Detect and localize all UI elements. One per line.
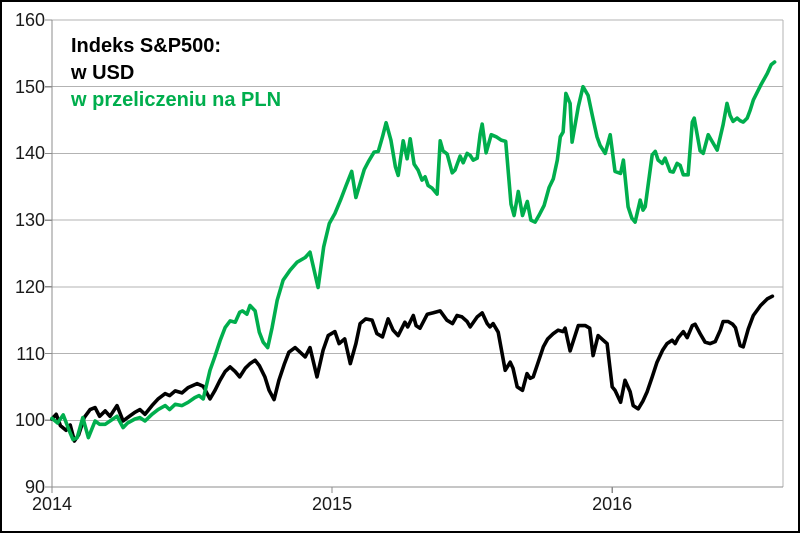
- y-axis-label-150: 150: [14, 76, 45, 97]
- y-axis-label-90: 90: [24, 477, 45, 497]
- y-axis-label-110: 110: [16, 343, 45, 364]
- chart-title: Indeks S&P500:: [71, 35, 222, 57]
- y-axis-label-130: 130: [14, 210, 45, 231]
- x-axis-label-2014: 2014: [31, 494, 73, 514]
- series-usd-line: [50, 294, 775, 443]
- series-pln-line: [50, 60, 777, 442]
- y-axis-label-140: 140: [14, 143, 45, 164]
- legend-pln-label: w przeliczeniu na PLN: [71, 89, 282, 111]
- y-axis-label-120: 120: [14, 276, 45, 297]
- x-axis-label-2016: 2016: [592, 494, 633, 514]
- y-axis-label-100: 100: [14, 410, 45, 431]
- y-axis-label-160: 160: [14, 10, 45, 30]
- x-axis-label-2015: 2015: [312, 494, 353, 514]
- legend-usd-label: w USD: [71, 62, 135, 84]
